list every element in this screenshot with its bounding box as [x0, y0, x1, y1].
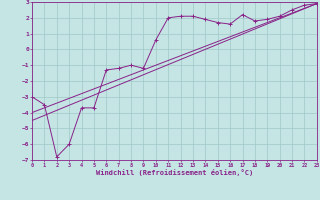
X-axis label: Windchill (Refroidissement éolien,°C): Windchill (Refroidissement éolien,°C) — [96, 169, 253, 176]
